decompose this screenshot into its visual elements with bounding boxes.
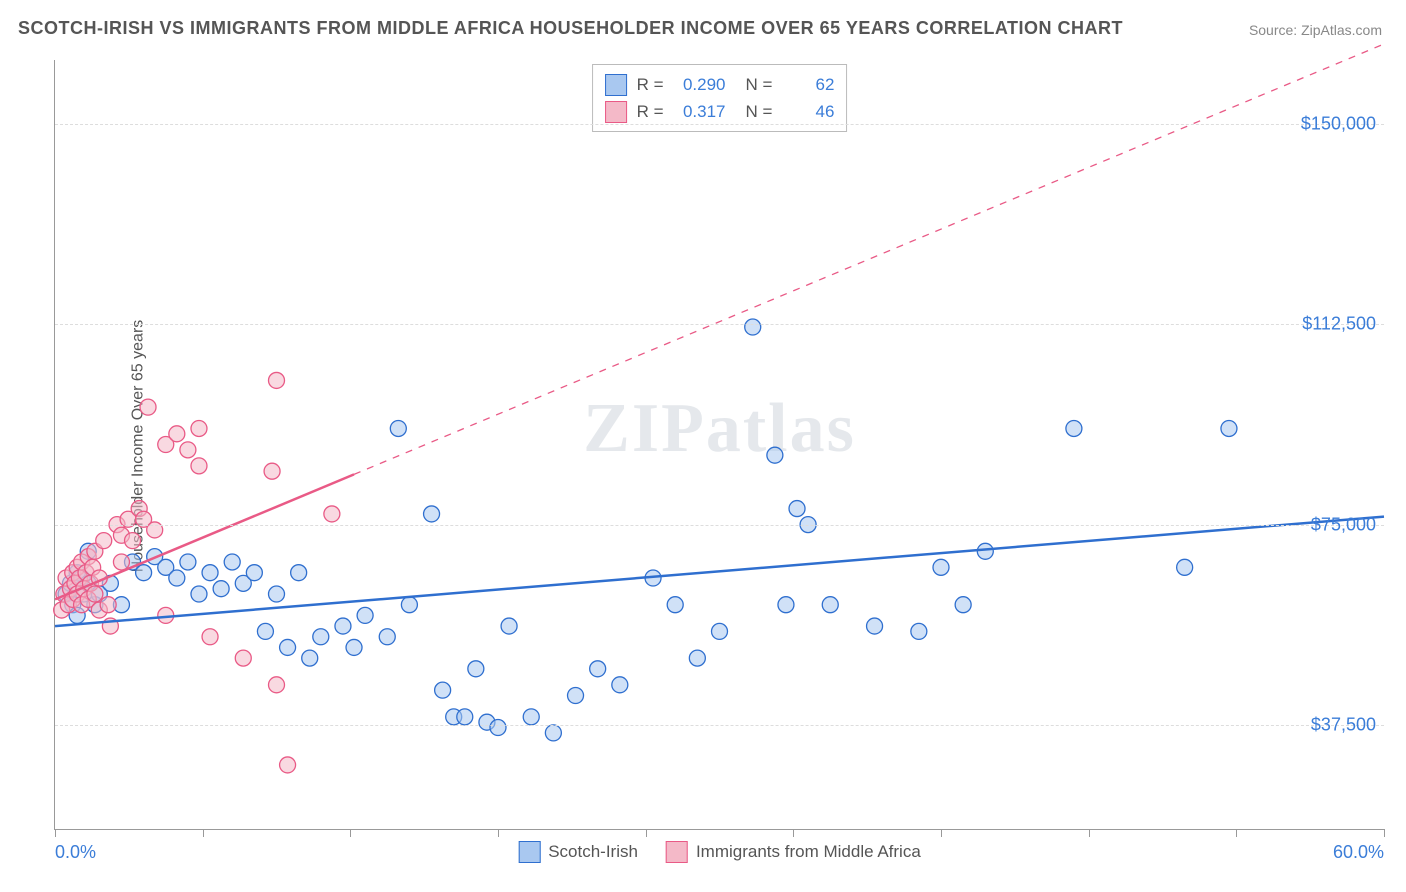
data-point: [180, 442, 196, 458]
data-point: [867, 618, 883, 634]
data-point: [202, 565, 218, 581]
legend-item-1: Scotch-Irish: [518, 841, 638, 863]
legend-label-2: Immigrants from Middle Africa: [696, 842, 921, 862]
data-point: [789, 501, 805, 517]
data-point: [745, 319, 761, 335]
chart-title: SCOTCH-IRISH VS IMMIGRANTS FROM MIDDLE A…: [18, 18, 1123, 39]
data-point: [977, 543, 993, 559]
data-point: [568, 687, 584, 703]
r-value-1: 0.290: [674, 71, 726, 98]
legend-label-1: Scotch-Irish: [548, 842, 638, 862]
data-point: [689, 650, 705, 666]
data-point: [822, 597, 838, 613]
data-point: [280, 757, 296, 773]
r-label: R =: [637, 98, 664, 125]
data-point: [100, 597, 116, 613]
swatch-series-1: [605, 74, 627, 96]
swatch-bottom-1: [518, 841, 540, 863]
data-point: [1177, 559, 1193, 575]
data-point: [523, 709, 539, 725]
data-point: [125, 533, 141, 549]
data-point: [335, 618, 351, 634]
data-point: [180, 554, 196, 570]
data-point: [955, 597, 971, 613]
data-point: [324, 506, 340, 522]
y-tick-label: $37,500: [1311, 714, 1376, 735]
x-axis-min-label: 0.0%: [55, 842, 96, 863]
data-point: [235, 650, 251, 666]
data-point: [933, 559, 949, 575]
data-point: [191, 458, 207, 474]
data-point: [778, 597, 794, 613]
data-point: [501, 618, 517, 634]
data-point: [224, 554, 240, 570]
data-point: [191, 420, 207, 436]
data-point: [140, 399, 156, 415]
data-point: [390, 420, 406, 436]
data-point: [269, 586, 285, 602]
data-point: [269, 372, 285, 388]
data-point: [346, 639, 362, 655]
data-point: [357, 607, 373, 623]
y-tick-label: $112,500: [1302, 314, 1376, 335]
data-point: [667, 597, 683, 613]
chart-plot-area: ZIPatlas R = 0.290 N = 62 R = 0.317 N = …: [54, 60, 1384, 830]
swatch-series-2: [605, 101, 627, 123]
source-prefix: Source:: [1249, 22, 1301, 38]
n-value-1: 62: [782, 71, 834, 98]
correlation-legend: R = 0.290 N = 62 R = 0.317 N = 46: [592, 64, 848, 132]
source-attribution: Source: ZipAtlas.com: [1249, 22, 1382, 38]
data-point: [96, 533, 112, 549]
data-point: [590, 661, 606, 677]
data-point: [1221, 420, 1237, 436]
data-point: [1066, 420, 1082, 436]
n-label: N =: [746, 71, 773, 98]
y-tick-label: $75,000: [1311, 514, 1376, 535]
data-point: [113, 554, 129, 570]
source-link[interactable]: ZipAtlas.com: [1301, 22, 1382, 38]
data-point: [313, 629, 329, 645]
data-point: [435, 682, 451, 698]
data-point: [87, 586, 103, 602]
data-point: [136, 565, 152, 581]
data-point: [264, 463, 280, 479]
data-point: [401, 597, 417, 613]
data-point: [468, 661, 484, 677]
legend-row-series-1: R = 0.290 N = 62: [605, 71, 835, 98]
data-point: [213, 581, 229, 597]
r-label: R =: [637, 71, 664, 98]
data-point: [246, 565, 262, 581]
r-value-2: 0.317: [674, 98, 726, 125]
data-point: [257, 623, 273, 639]
data-point: [280, 639, 296, 655]
series-legend: Scotch-Irish Immigrants from Middle Afri…: [518, 841, 921, 863]
data-point: [191, 586, 207, 602]
data-point: [490, 720, 506, 736]
data-point: [612, 677, 628, 693]
x-axis-max-label: 60.0%: [1333, 842, 1384, 863]
data-point: [379, 629, 395, 645]
n-value-2: 46: [782, 98, 834, 125]
data-point: [911, 623, 927, 639]
data-point: [202, 629, 218, 645]
data-point: [767, 447, 783, 463]
legend-item-2: Immigrants from Middle Africa: [666, 841, 921, 863]
data-point: [457, 709, 473, 725]
data-point: [712, 623, 728, 639]
data-point: [302, 650, 318, 666]
data-point: [169, 426, 185, 442]
data-point: [169, 570, 185, 586]
data-point: [424, 506, 440, 522]
n-label: N =: [746, 98, 773, 125]
data-point: [545, 725, 561, 741]
y-tick-label: $150,000: [1301, 114, 1376, 135]
data-point: [291, 565, 307, 581]
data-point: [269, 677, 285, 693]
swatch-bottom-2: [666, 841, 688, 863]
legend-row-series-2: R = 0.317 N = 46: [605, 98, 835, 125]
scatter-plot-svg: [55, 60, 1384, 829]
